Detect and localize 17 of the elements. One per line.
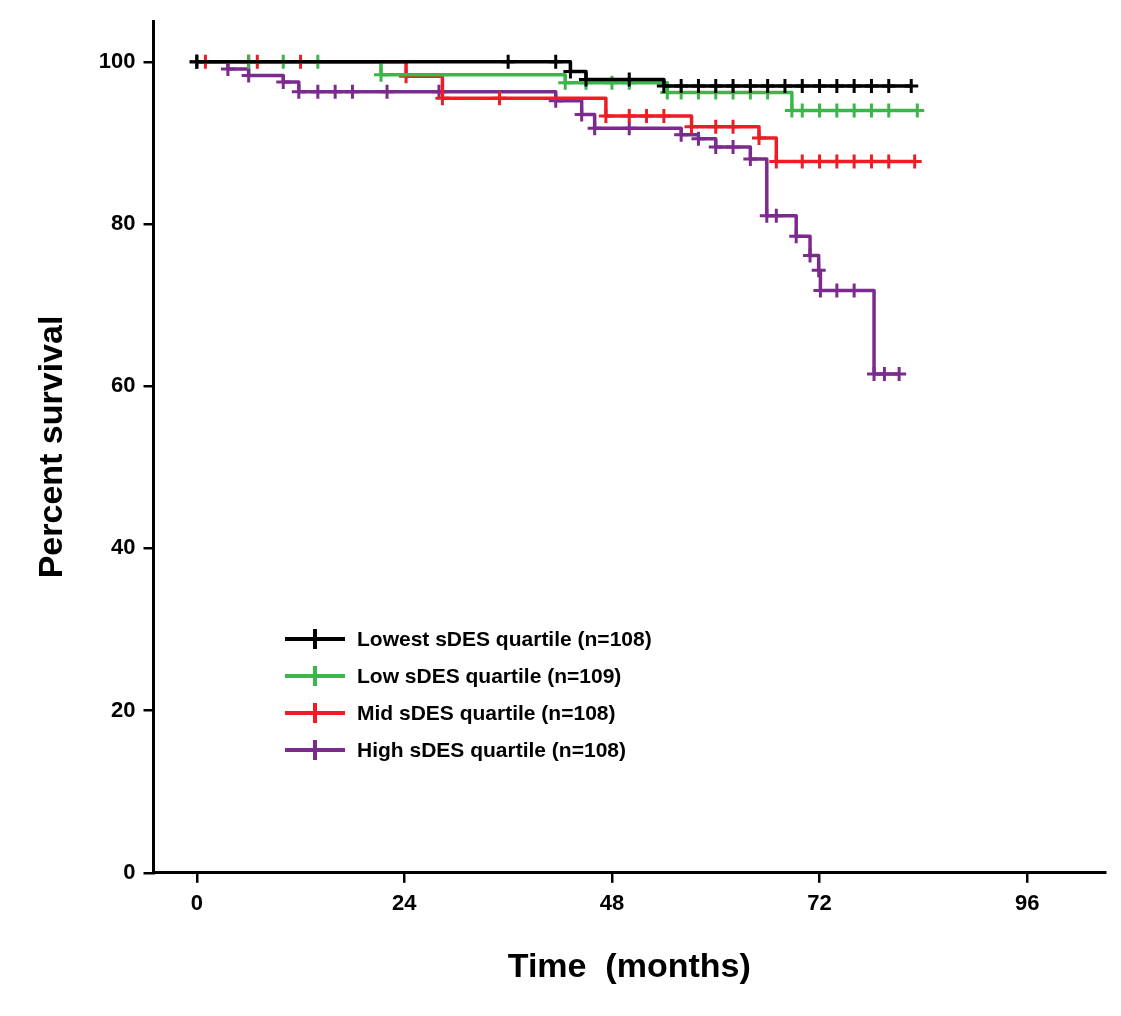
legend-label: Mid sDES quartile (n=108) bbox=[357, 700, 616, 725]
y-tick-label: 60 bbox=[111, 372, 136, 398]
x-tick-label: 72 bbox=[807, 890, 832, 916]
legend-label: Lowest sDES quartile (n=108) bbox=[357, 626, 652, 651]
x-axis-title: Time (months) bbox=[507, 945, 751, 984]
y-tick-label: 20 bbox=[111, 696, 136, 722]
x-tick-label: 96 bbox=[1014, 890, 1040, 916]
x-tick-label: 24 bbox=[392, 890, 418, 916]
y-tick-label: 40 bbox=[111, 534, 136, 560]
legend-label: Low sDES quartile (n=109) bbox=[357, 663, 622, 688]
x-tick-label: 48 bbox=[599, 890, 625, 916]
legend-label: High sDES quartile (n=108) bbox=[357, 737, 626, 762]
y-tick-label: 0 bbox=[123, 858, 136, 884]
x-tick-label: 0 bbox=[190, 890, 203, 916]
y-tick-label: 100 bbox=[98, 47, 136, 73]
y-tick-label: 80 bbox=[111, 210, 136, 236]
y-axis-title: Percent survival bbox=[30, 315, 69, 579]
